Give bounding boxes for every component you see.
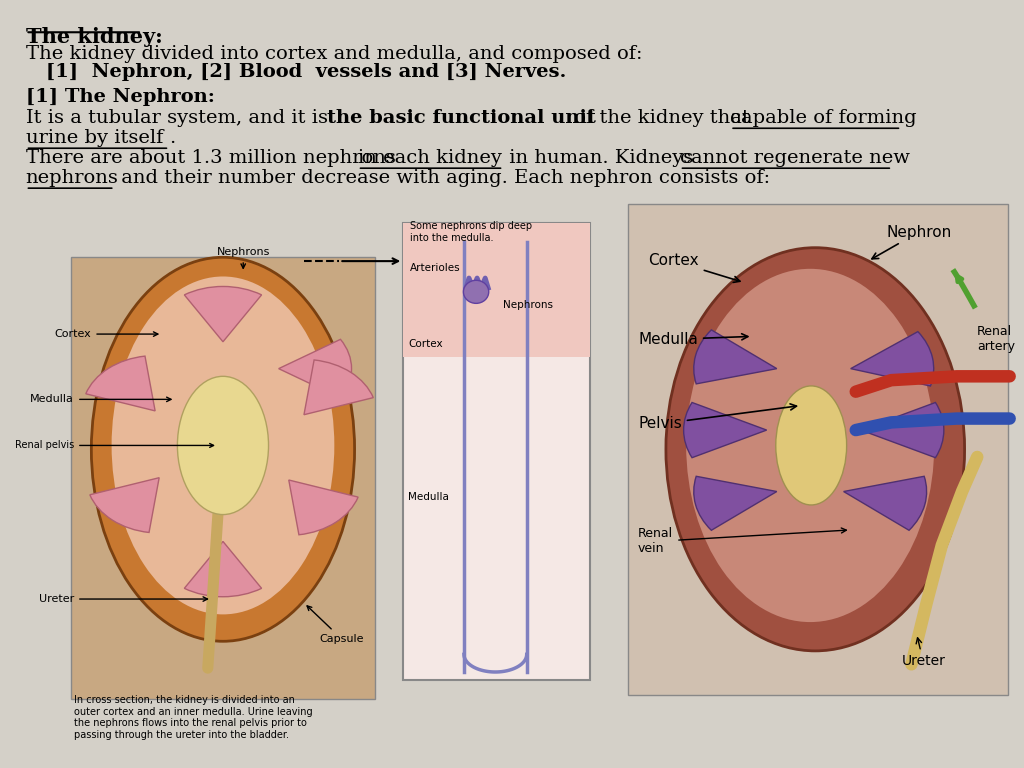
Text: Medulla: Medulla	[31, 394, 171, 405]
Text: Ureter: Ureter	[901, 637, 945, 668]
Text: nephrons: nephrons	[26, 169, 119, 187]
FancyBboxPatch shape	[403, 223, 591, 680]
Text: There are about 1.3 million nephrons: There are about 1.3 million nephrons	[26, 149, 401, 167]
Text: in human. Kidneys: in human. Kidneys	[504, 149, 700, 167]
Text: [1] The Nephron:: [1] The Nephron:	[26, 88, 214, 106]
Text: Cortex: Cortex	[54, 329, 158, 339]
Wedge shape	[851, 332, 934, 386]
Text: The kidney:: The kidney:	[26, 27, 162, 47]
Text: Capsule: Capsule	[307, 606, 364, 644]
Text: The kidney divided into cortex and medulla, and composed of:: The kidney divided into cortex and medul…	[26, 45, 642, 62]
Text: Renal
artery: Renal artery	[977, 326, 1015, 353]
Text: the basic functional unit: the basic functional unit	[328, 109, 596, 127]
Wedge shape	[184, 541, 261, 597]
Text: Renal
vein: Renal vein	[638, 528, 847, 555]
Text: cannot regenerate new: cannot regenerate new	[680, 149, 909, 167]
Ellipse shape	[112, 276, 334, 614]
Text: Renal pelvis: Renal pelvis	[15, 440, 214, 451]
Ellipse shape	[686, 269, 934, 622]
Text: .: .	[169, 129, 175, 147]
Text: [1]  Nephron, [2] Blood  vessels and [3] Nerves.: [1] Nephron, [2] Blood vessels and [3] N…	[46, 63, 566, 81]
Text: It is a tubular system, and it is: It is a tubular system, and it is	[26, 109, 334, 127]
Wedge shape	[304, 360, 374, 415]
Text: capable of forming: capable of forming	[730, 109, 916, 127]
Text: Nephrons: Nephrons	[216, 247, 270, 268]
Wedge shape	[184, 286, 261, 342]
Text: Nephrons: Nephrons	[504, 300, 553, 310]
Text: Cortex: Cortex	[648, 253, 740, 283]
Text: in each kidney: in each kidney	[357, 149, 502, 167]
Text: and their number decrease with aging. Each nephron consists of:: and their number decrease with aging. Ea…	[115, 169, 770, 187]
Text: Medulla: Medulla	[638, 332, 748, 347]
Text: Medulla: Medulla	[409, 492, 450, 502]
Ellipse shape	[464, 280, 488, 303]
FancyBboxPatch shape	[628, 204, 1008, 695]
Text: urine by itself: urine by itself	[26, 129, 163, 147]
Wedge shape	[861, 402, 944, 458]
Text: In cross section, the kidney is divided into an
outer cortex and an inner medull: In cross section, the kidney is divided …	[74, 695, 312, 740]
Wedge shape	[90, 478, 159, 532]
Text: Ureter: Ureter	[39, 594, 208, 604]
Ellipse shape	[666, 248, 965, 651]
Wedge shape	[844, 476, 927, 530]
Ellipse shape	[177, 376, 268, 515]
Text: Arterioles: Arterioles	[411, 263, 461, 273]
Text: Cortex: Cortex	[409, 339, 442, 349]
Wedge shape	[693, 476, 777, 530]
Text: Nephron: Nephron	[871, 224, 951, 259]
Wedge shape	[684, 402, 767, 458]
Wedge shape	[279, 339, 351, 398]
Wedge shape	[289, 480, 358, 535]
Wedge shape	[86, 356, 155, 411]
Text: of the kidney that: of the kidney that	[568, 109, 756, 127]
FancyBboxPatch shape	[71, 257, 375, 699]
FancyBboxPatch shape	[403, 223, 591, 357]
Ellipse shape	[91, 257, 354, 641]
Text: Pelvis: Pelvis	[638, 404, 797, 432]
Wedge shape	[693, 330, 777, 384]
Ellipse shape	[776, 386, 847, 505]
Text: Some nephrons dip deep
into the medulla.: Some nephrons dip deep into the medulla.	[411, 221, 532, 243]
